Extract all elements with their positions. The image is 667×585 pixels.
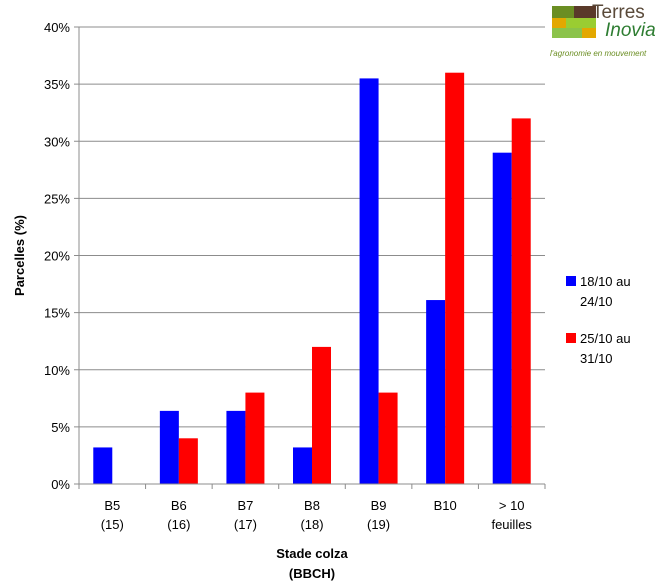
bar <box>445 72 465 484</box>
bar <box>511 118 531 485</box>
y-axis-ticks: 0% 5% 10% 15% 20% 25% 30% 35% 40% <box>44 20 79 492</box>
bar <box>492 152 512 485</box>
bar <box>312 346 331 484</box>
axes <box>78 27 545 485</box>
legend-label: 24/10 <box>580 294 613 309</box>
x-axis-label-line2: (BBCH) <box>289 566 335 581</box>
legend-label: 31/10 <box>580 351 613 366</box>
x-tick-label: B5 <box>104 498 120 513</box>
legend-label: 18/10 au <box>580 274 631 289</box>
bar <box>378 392 398 484</box>
legend-swatch <box>566 333 576 343</box>
y-tick-label: 0% <box>51 477 70 492</box>
x-axis-ticks: B5 (15) B6 (16) B7 (17) B8 (18) B9 (19) B10 > 10 feu… <box>78 484 546 532</box>
y-tick-label: 35% <box>44 77 70 92</box>
y-tick-label: 15% <box>44 306 70 321</box>
x-axis-label: Stade colza <box>276 546 348 561</box>
x-tick-label: (15) <box>101 517 124 532</box>
x-tick-label: B7 <box>237 498 253 513</box>
bar <box>226 410 246 484</box>
bar <box>293 447 312 484</box>
y-tick-label: 5% <box>51 420 70 435</box>
bar <box>178 438 198 484</box>
x-tick-label: B10 <box>434 498 457 513</box>
y-tick-label: 25% <box>44 191 70 206</box>
bar <box>426 300 446 484</box>
gridlines <box>79 26 545 428</box>
bar <box>159 410 179 484</box>
terres-inovia-logo: Terres Inovia l'agronomie en mouvement <box>548 2 667 64</box>
legend-swatch <box>566 276 576 286</box>
y-tick-label: 20% <box>44 249 70 264</box>
y-axis-label: Parcelles (%) <box>12 215 27 296</box>
bar <box>93 447 113 484</box>
legend-label: 25/10 au <box>580 331 631 346</box>
logo-name-2: Inovia <box>605 20 656 41</box>
logo-tagline: l'agronomie en mouvement <box>550 49 647 58</box>
bars <box>93 72 531 485</box>
x-tick-label: B9 <box>371 498 387 513</box>
x-tick-label: > 10 <box>499 498 525 513</box>
x-tick-label: B8 <box>304 498 320 513</box>
y-tick-label: 30% <box>44 134 70 149</box>
x-tick-label: B6 <box>171 498 187 513</box>
y-tick-label: 40% <box>44 20 70 35</box>
x-tick-label: feuilles <box>491 517 532 532</box>
x-tick-label: (18) <box>300 517 323 532</box>
logo-name: Terres <box>592 2 645 23</box>
bar <box>359 78 379 484</box>
logo-mark-icon <box>552 6 596 38</box>
legend: 18/10 au 24/10 25/10 au 31/10 <box>566 274 631 366</box>
x-tick-label: (17) <box>234 517 257 532</box>
x-tick-label: (19) <box>367 517 390 532</box>
y-tick-label: 10% <box>44 363 70 378</box>
x-tick-label: (16) <box>167 517 190 532</box>
bar <box>245 392 265 484</box>
